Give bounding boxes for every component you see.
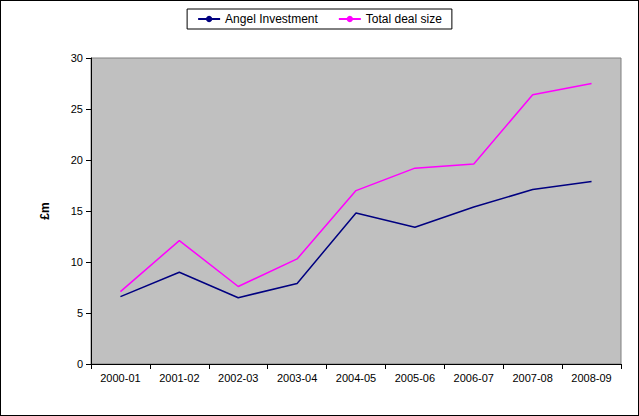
svg-text:2007-08: 2007-08 [512,372,552,384]
svg-text:£m: £m [38,202,52,219]
svg-text:20: 20 [71,154,83,166]
svg-text:0: 0 [77,358,83,370]
svg-text:2004-05: 2004-05 [336,372,376,384]
svg-text:10: 10 [71,256,83,268]
svg-text:Angel Investment: Angel Investment [225,12,318,26]
svg-text:2005-06: 2005-06 [395,372,435,384]
svg-text:2006-07: 2006-07 [454,372,494,384]
svg-text:30: 30 [71,52,83,64]
svg-text:25: 25 [71,103,83,115]
svg-text:2001-02: 2001-02 [159,372,199,384]
svg-text:2003-04: 2003-04 [277,372,317,384]
svg-text:2000-01: 2000-01 [100,372,140,384]
svg-text:15: 15 [71,205,83,217]
svg-text:Total deal size: Total deal size [366,12,442,26]
svg-text:2008-09: 2008-09 [571,372,611,384]
svg-text:5: 5 [77,307,83,319]
svg-text:2002-03: 2002-03 [218,372,258,384]
